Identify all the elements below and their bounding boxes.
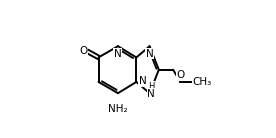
Text: N: N xyxy=(146,49,153,59)
Text: O: O xyxy=(176,70,184,80)
Text: CH₃: CH₃ xyxy=(193,77,212,87)
Text: NH₂: NH₂ xyxy=(108,104,128,114)
Text: N: N xyxy=(114,49,122,59)
Text: N: N xyxy=(139,76,147,86)
Text: N: N xyxy=(147,89,155,99)
Text: O: O xyxy=(79,46,87,56)
Text: H: H xyxy=(148,82,154,91)
